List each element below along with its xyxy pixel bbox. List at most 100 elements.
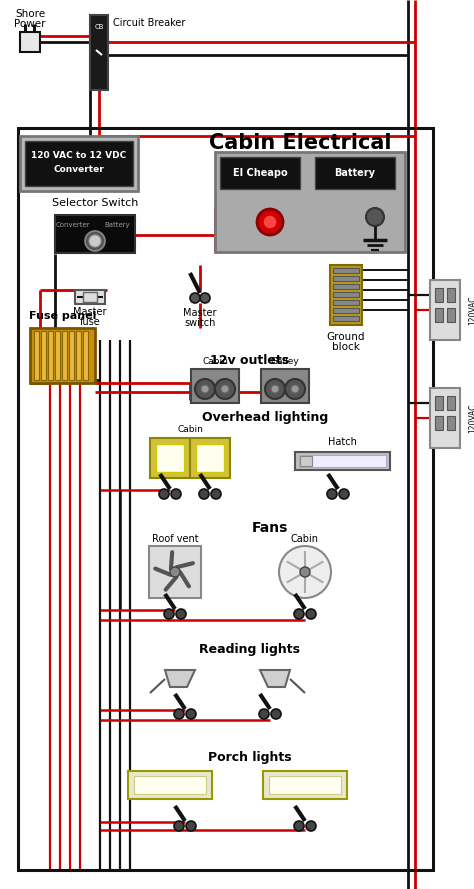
Text: Galley: Galley [271, 356, 300, 365]
Bar [261, 369, 309, 403]
Text: Selector Switch: Selector Switch [52, 198, 138, 208]
Circle shape [263, 215, 277, 229]
Bar [333, 268, 359, 273]
Bar [300, 456, 312, 466]
Bar [156, 444, 184, 472]
Text: Converter: Converter [54, 165, 104, 174]
Circle shape [171, 489, 181, 499]
Text: 12v outlets: 12v outlets [210, 354, 290, 366]
Circle shape [279, 546, 331, 598]
Bar [18, 128, 433, 870]
Text: El Cheapo: El Cheapo [233, 168, 287, 178]
Circle shape [89, 235, 101, 247]
Circle shape [265, 379, 285, 399]
Polygon shape [165, 670, 195, 687]
Bar [269, 776, 341, 794]
Circle shape [215, 379, 235, 399]
Bar [215, 152, 405, 252]
Bar [333, 316, 359, 321]
Circle shape [271, 709, 281, 719]
Bar [430, 280, 460, 340]
Bar [333, 300, 359, 305]
Circle shape [176, 609, 186, 619]
Circle shape [285, 379, 305, 399]
Circle shape [291, 385, 299, 393]
Text: Porch lights: Porch lights [208, 751, 292, 765]
Text: Power: Power [14, 19, 46, 29]
Circle shape [186, 709, 196, 719]
Bar [191, 369, 239, 403]
Text: Roof vent: Roof vent [152, 534, 198, 544]
Bar [55, 215, 135, 253]
Text: Reading lights: Reading lights [200, 644, 301, 656]
Bar [295, 452, 390, 470]
Text: fuse: fuse [80, 317, 100, 327]
Bar [69, 331, 74, 380]
Bar [263, 771, 347, 799]
Circle shape [159, 489, 169, 499]
Bar [435, 416, 443, 430]
Circle shape [294, 821, 304, 831]
Circle shape [300, 567, 310, 577]
Bar [134, 776, 206, 794]
Bar [76, 331, 81, 380]
Text: Fans: Fans [252, 521, 288, 535]
Bar [330, 265, 362, 325]
Circle shape [85, 231, 105, 251]
Bar [315, 157, 395, 189]
Text: Cabin: Cabin [177, 426, 203, 435]
Bar [83, 331, 88, 380]
Circle shape [190, 293, 200, 303]
Text: 120VAC
Cabin Outlet: 120VAC Cabin Outlet [468, 394, 474, 442]
Bar [299, 455, 386, 467]
Circle shape [174, 709, 184, 719]
Circle shape [294, 609, 304, 619]
Bar [62, 331, 67, 380]
Circle shape [366, 208, 384, 226]
Circle shape [200, 293, 210, 303]
Text: 120 VAC to 12 VDC: 120 VAC to 12 VDC [31, 151, 127, 160]
Bar [25, 141, 133, 186]
Text: Cabin: Cabin [291, 534, 319, 544]
Text: Converter: Converter [55, 222, 91, 228]
Bar [34, 331, 39, 380]
Bar [30, 328, 95, 383]
Circle shape [306, 821, 316, 831]
Circle shape [339, 489, 349, 499]
Bar [149, 546, 201, 598]
Bar [190, 438, 230, 478]
Bar [41, 331, 46, 380]
Circle shape [271, 385, 279, 393]
Bar [435, 288, 443, 302]
Text: Circuit Breaker: Circuit Breaker [113, 18, 185, 28]
Bar [430, 388, 460, 448]
Bar [447, 396, 455, 410]
Bar [55, 331, 60, 380]
Text: Shore: Shore [15, 9, 45, 19]
Circle shape [306, 609, 316, 619]
Bar [83, 292, 97, 302]
Circle shape [201, 385, 209, 393]
Text: Battery: Battery [104, 222, 130, 228]
Bar [435, 308, 443, 322]
Bar [447, 416, 455, 430]
Text: Ground: Ground [327, 332, 365, 342]
Bar [196, 444, 224, 472]
Text: Cabin Electrical: Cabin Electrical [209, 133, 391, 153]
Bar [333, 276, 359, 281]
Bar [75, 290, 105, 304]
Text: 120VAC
GFIC Galley: 120VAC GFIC Galley [468, 288, 474, 332]
Circle shape [211, 489, 221, 499]
Text: switch: switch [184, 318, 216, 328]
Circle shape [195, 379, 215, 399]
Text: Overhead lighting: Overhead lighting [202, 412, 328, 425]
Text: block: block [332, 342, 360, 352]
Bar [48, 331, 53, 380]
Bar [333, 284, 359, 289]
Bar [20, 136, 138, 191]
Text: Battery: Battery [335, 168, 375, 178]
Circle shape [257, 209, 283, 235]
Polygon shape [260, 670, 290, 687]
Circle shape [174, 821, 184, 831]
Circle shape [164, 609, 174, 619]
